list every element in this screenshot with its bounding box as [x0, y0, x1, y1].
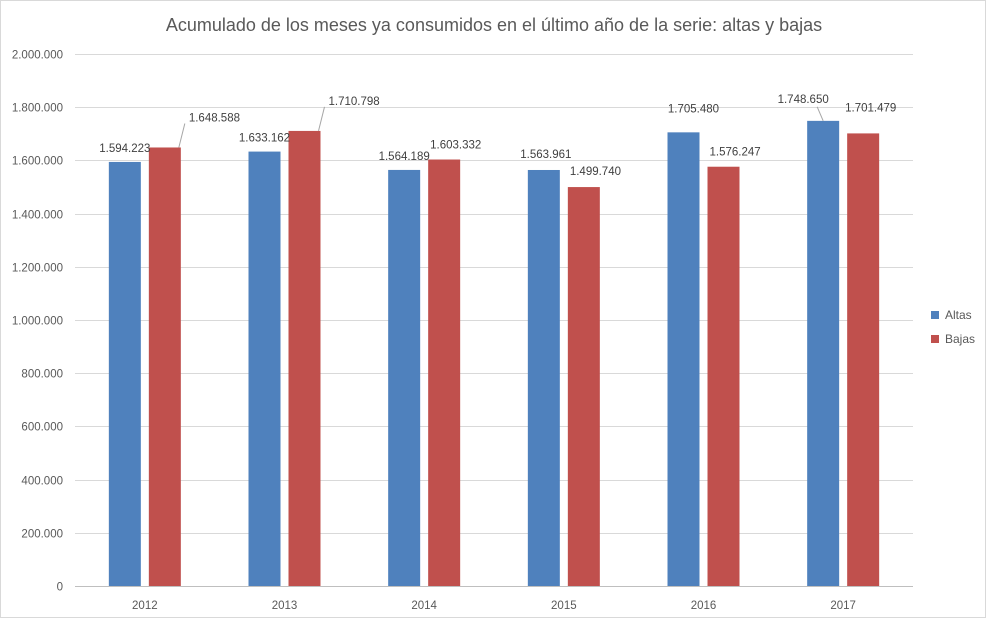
label-leader-line: [178, 123, 186, 148]
bajas-bar: [847, 133, 880, 586]
bajas-data-label: 1.576.247: [710, 147, 761, 159]
legend-label-altas: Altas: [945, 308, 972, 322]
x-tick-label: 2015: [551, 600, 577, 612]
x-tick-label: 2012: [132, 600, 158, 612]
gridlines: [75, 54, 913, 587]
altas-data-label: 1.594.223: [99, 143, 150, 155]
y-tick-label: 1.200.000: [12, 263, 63, 275]
x-tick-label: 2016: [691, 600, 717, 612]
bajas-bar: [567, 187, 600, 586]
altas-data-label: 1.564.189: [379, 151, 430, 163]
altas-bar: [388, 169, 421, 586]
y-tick-label: 200.000: [21, 529, 63, 541]
y-tick-label: 1.000.000: [12, 316, 63, 328]
x-tick-label: 2013: [272, 600, 298, 612]
legend-label-bajas: Bajas: [945, 332, 975, 346]
bajas-bar: [148, 147, 181, 586]
bajas-bar: [707, 166, 740, 586]
altas-bar: [807, 120, 840, 586]
y-tick-label: 1.800.000: [12, 103, 63, 115]
bars: [108, 120, 880, 587]
y-tick-label: 400.000: [21, 476, 63, 488]
y-tick-label: 1.400.000: [12, 210, 63, 222]
bajas-data-label: 1.603.332: [430, 140, 481, 152]
legend: Altas Bajas: [931, 308, 975, 346]
altas-data-label: 1.748.650: [778, 94, 829, 106]
bajas-data-label: 1.710.798: [329, 96, 380, 108]
altas-bar: [667, 132, 700, 586]
y-tick-label: 0: [57, 582, 63, 594]
altas-bar: [527, 169, 560, 586]
chart-title: Acumulado de los meses ya consumidos en …: [166, 15, 822, 35]
altas-data-label: 1.563.961: [520, 149, 571, 161]
bajas-data-label: 1.701.479: [845, 102, 896, 114]
y-tick-label: 2.000.000: [12, 50, 63, 62]
x-tick-label: 2014: [411, 600, 437, 612]
y-tick-label: 600.000: [21, 422, 63, 434]
bajas-data-label: 1.499.740: [570, 166, 621, 178]
label-leader-line: [816, 106, 824, 122]
legend-swatch-bajas: [931, 335, 939, 343]
bajas-data-label: 1.648.588: [189, 112, 240, 124]
bajas-bar: [428, 159, 461, 587]
y-axis-ticks: 0 200.000 400.000 600.000 800.000 1.000.000 1.…: [12, 50, 63, 594]
data-labels: 1.594.223 1.648.588 1.633.162 1.710.798 1.56…: [99, 94, 896, 178]
altas-bar: [108, 161, 141, 586]
altas-data-label: 1.705.480: [668, 103, 719, 115]
x-axis-ticks: 2012 2013 2014 2015 2016 2017: [132, 600, 856, 612]
altas-data-label: 1.633.162: [239, 133, 290, 145]
bajas-bar: [288, 130, 321, 586]
altas-bar: [248, 151, 281, 586]
x-tick-label: 2017: [830, 600, 856, 612]
y-tick-label: 1.600.000: [12, 156, 63, 168]
legend-swatch-altas: [931, 311, 939, 319]
label-leader-line: [318, 106, 325, 132]
y-tick-label: 800.000: [21, 369, 63, 381]
